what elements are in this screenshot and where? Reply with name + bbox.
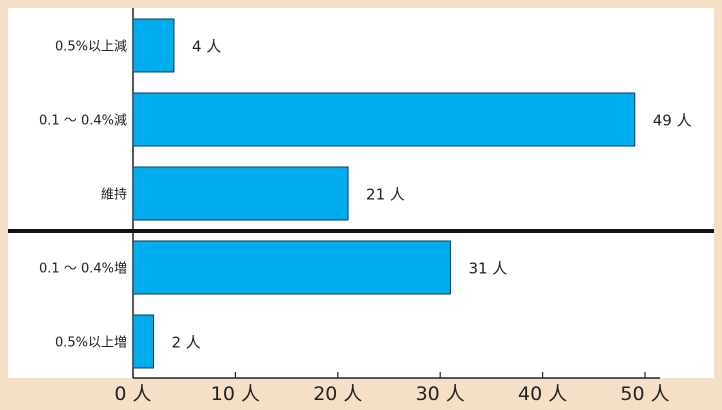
ticks-layer: 0 人 10 人 20 人 30 人 40 人 50 人 <box>114 372 670 405</box>
x-tick-label-30: 30 人 <box>416 383 465 405</box>
data-label-3: 21 人 <box>366 186 405 204</box>
bar-1 <box>132 18 175 73</box>
x-tick-label-40: 40 人 <box>518 383 567 405</box>
x-tick-label-10: 10 人 <box>211 383 260 405</box>
x-tick-label-50: 50 人 <box>620 383 669 405</box>
data-label-4: 31 人 <box>468 260 507 278</box>
data-label-2: 49 人 <box>653 112 692 130</box>
data-label-1: 4 人 <box>192 38 221 56</box>
category-label-4: 0.1 ～ 0.4%増 <box>39 262 127 277</box>
labels-layer: 0.5%以上減 4 人 0.1 ～ 0.4%減 49 人維持 21 人 0.1 ～ 0.4… <box>39 38 692 352</box>
plot-background <box>8 8 714 378</box>
bar-5 <box>132 314 154 369</box>
x-tick-label-0: 0 人 <box>114 383 151 405</box>
bar-2 <box>132 92 636 147</box>
category-label-1: 0.5%以上減 <box>55 39 127 55</box>
bar-4 <box>132 240 451 295</box>
bar-3 <box>132 166 349 221</box>
category-label-5: 0.5%以上増 <box>55 336 127 351</box>
bars-layer <box>8 18 714 369</box>
category-label-2: 0.1 ～ 0.4%減 <box>39 113 127 129</box>
category-label-3: 維持 <box>101 188 127 203</box>
x-tick-label-20: 20 人 <box>313 383 362 405</box>
data-label-5: 2 人 <box>171 334 200 352</box>
